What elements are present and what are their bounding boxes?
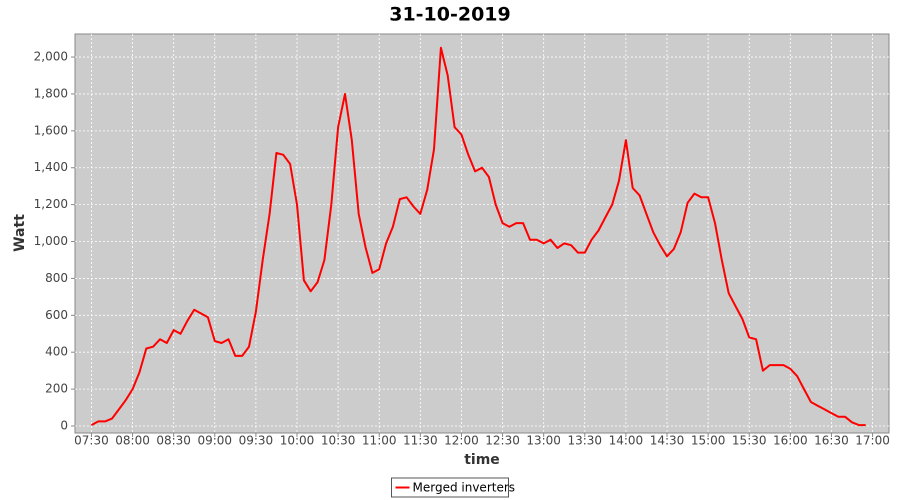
x-tick-label: 13:30 <box>567 434 602 448</box>
x-tick-label: 13:00 <box>526 434 561 448</box>
x-tick-label: 09:00 <box>197 434 232 448</box>
y-tick-label: 1,800 <box>34 86 68 100</box>
x-tick-label: 15:30 <box>732 434 767 448</box>
y-tick-label: 1,200 <box>34 197 68 211</box>
x-tick-label: 14:30 <box>650 434 685 448</box>
y-tick-label: 200 <box>45 382 68 396</box>
x-tick-label: 09:30 <box>239 434 274 448</box>
x-tick-label: 16:00 <box>773 434 808 448</box>
legend-box <box>391 477 509 498</box>
x-tick-label: 10:00 <box>280 434 315 448</box>
y-tick-label: 0 <box>60 418 68 432</box>
plot-area <box>74 33 890 434</box>
legend-label: Merged inverters <box>413 481 516 495</box>
x-tick-label: 07:30 <box>74 434 109 448</box>
y-axis-label: Watt <box>12 214 28 252</box>
chart-title: 31-10-2019 <box>389 4 511 26</box>
y-tick-label: 600 <box>45 308 68 322</box>
x-tick-label: 08:30 <box>156 434 191 448</box>
y-tick-label: 1,600 <box>34 123 68 137</box>
x-tick-label: 17:00 <box>855 434 890 448</box>
line <box>90 46 866 427</box>
x-tick-label: 11:30 <box>403 434 438 448</box>
x-tick-label: 15:00 <box>691 434 726 448</box>
y-tick-label: 2,000 <box>34 50 68 64</box>
x-tick-label: 10:30 <box>321 434 356 448</box>
y-tick-label: 800 <box>45 271 68 285</box>
x-tick-label: 11:00 <box>362 434 397 448</box>
y-tick-label: 1,400 <box>34 160 68 174</box>
y-tick-label: 400 <box>45 345 68 359</box>
x-tick-label: 14:00 <box>609 434 644 448</box>
y-tick-label: 1,000 <box>34 234 68 248</box>
x-tick-label: 16:30 <box>814 434 849 448</box>
x-tick-label: 12:30 <box>485 434 520 448</box>
x-tick-label: 08:00 <box>115 434 150 448</box>
x-tick-label: 12:00 <box>444 434 479 448</box>
x-axis-label: time <box>464 452 500 468</box>
